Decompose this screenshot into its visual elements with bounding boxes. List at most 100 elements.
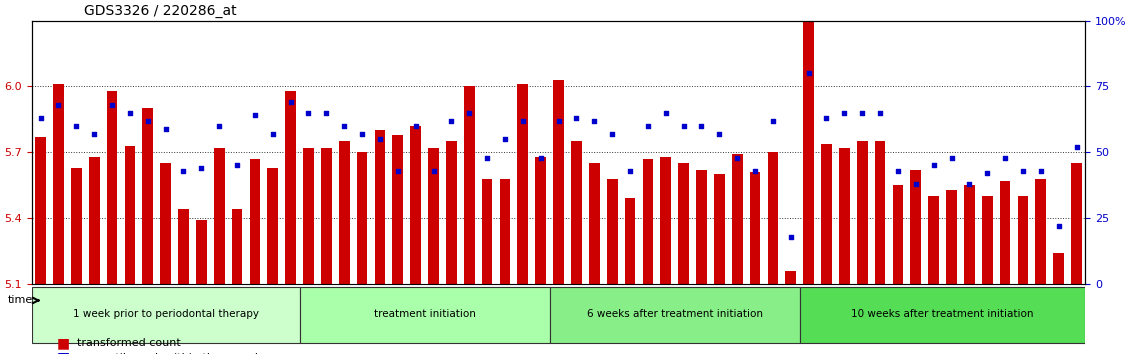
Text: percentile rank within the sample: percentile rank within the sample	[77, 353, 265, 354]
Bar	[321, 148, 331, 284]
Bar	[106, 91, 118, 284]
Bar	[661, 157, 671, 284]
Point	[139, 118, 157, 124]
Bar	[964, 185, 975, 284]
Point	[371, 136, 389, 142]
Point	[657, 110, 675, 116]
Bar	[143, 108, 153, 284]
Bar	[285, 91, 296, 284]
Point	[1050, 223, 1068, 229]
Point	[585, 118, 603, 124]
Point	[228, 162, 247, 168]
Point	[603, 131, 621, 137]
Bar	[553, 80, 564, 284]
FancyBboxPatch shape	[550, 287, 800, 343]
Bar	[803, 14, 814, 284]
Text: treatment initiation: treatment initiation	[373, 309, 475, 319]
Bar	[642, 159, 654, 284]
Point	[550, 118, 568, 124]
Bar	[196, 220, 207, 284]
Bar	[1053, 253, 1064, 284]
Bar	[821, 143, 831, 284]
Bar	[267, 168, 278, 284]
Point	[871, 110, 889, 116]
Bar	[161, 163, 171, 284]
Point	[192, 165, 210, 171]
Bar	[518, 84, 528, 284]
Bar	[732, 154, 743, 284]
Point	[532, 155, 550, 160]
Point	[942, 155, 960, 160]
Bar	[768, 152, 778, 284]
Bar	[857, 141, 867, 284]
Bar	[35, 137, 46, 284]
Bar	[1000, 181, 1010, 284]
Text: 10 weeks after treatment initiation: 10 weeks after treatment initiation	[852, 309, 1034, 319]
Text: ■: ■	[57, 350, 70, 354]
Point	[389, 168, 407, 173]
Point	[245, 113, 264, 118]
Bar	[392, 135, 403, 284]
Bar	[839, 148, 849, 284]
Bar	[71, 168, 81, 284]
Bar	[607, 179, 618, 284]
Point	[318, 110, 336, 116]
Point	[174, 168, 192, 173]
Point	[692, 123, 710, 129]
Text: transformed count: transformed count	[77, 338, 181, 348]
Text: ■: ■	[57, 336, 70, 350]
Bar	[89, 157, 100, 284]
Bar	[1071, 163, 1082, 284]
Point	[746, 168, 765, 173]
Point	[478, 155, 497, 160]
Point	[763, 118, 782, 124]
Point	[960, 181, 978, 187]
Point	[836, 110, 854, 116]
Bar	[910, 170, 921, 284]
Bar	[714, 174, 725, 284]
Point	[121, 110, 139, 116]
FancyBboxPatch shape	[800, 287, 1086, 343]
Bar	[696, 170, 707, 284]
Point	[818, 115, 836, 121]
Bar	[750, 172, 760, 284]
Point	[300, 110, 318, 116]
Point	[335, 123, 353, 129]
Point	[710, 131, 728, 137]
Bar	[356, 152, 368, 284]
Bar	[232, 209, 242, 284]
Point	[353, 131, 371, 137]
Point	[996, 155, 1015, 160]
Point	[282, 99, 300, 105]
Point	[1068, 144, 1086, 150]
Bar	[411, 126, 421, 284]
Bar	[53, 84, 63, 284]
Point	[264, 131, 282, 137]
Point	[67, 123, 85, 129]
Point	[1013, 168, 1031, 173]
Bar	[339, 141, 349, 284]
Bar	[785, 271, 796, 284]
Bar	[303, 148, 314, 284]
Bar	[1018, 196, 1028, 284]
Bar	[178, 209, 189, 284]
Point	[460, 110, 478, 116]
FancyBboxPatch shape	[32, 287, 300, 343]
Bar	[429, 148, 439, 284]
Bar	[124, 146, 136, 284]
Bar	[679, 163, 689, 284]
Point	[442, 118, 460, 124]
Bar	[535, 157, 546, 284]
Bar	[214, 148, 225, 284]
Point	[513, 118, 532, 124]
Point	[495, 136, 513, 142]
Point	[925, 162, 943, 168]
Point	[32, 115, 50, 121]
Point	[156, 126, 174, 131]
Point	[782, 234, 800, 239]
Bar	[250, 159, 260, 284]
Point	[728, 155, 746, 160]
Bar	[982, 196, 993, 284]
Point	[674, 123, 692, 129]
Point	[50, 102, 68, 108]
